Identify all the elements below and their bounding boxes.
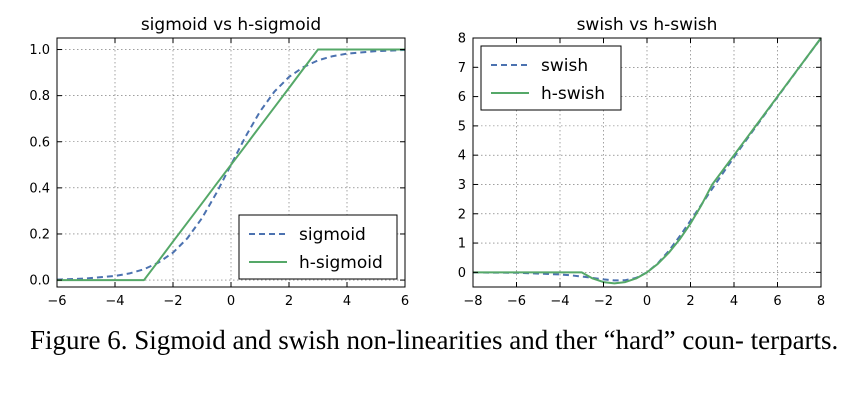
x-tick-label: 6: [773, 294, 781, 309]
x-tick-label: −6: [507, 294, 526, 309]
y-tick-label: 0.4: [29, 181, 50, 196]
y-tick-label: 5: [458, 119, 466, 134]
y-tick-label: 3: [458, 178, 466, 193]
figure: sigmoid vs h-sigmoid −6 −4 −2 0 2 4 6 0.0 0.2 0.4 0…: [29, 15, 825, 309]
x-tick-label: 4: [730, 294, 738, 309]
y-tick-label: 7: [458, 61, 466, 76]
x-tick-label: −8: [463, 294, 482, 309]
legend-label-swish: swish: [541, 56, 588, 76]
x-tick-label: 2: [285, 294, 293, 309]
y-tick-label: 0.8: [29, 89, 50, 104]
legend-label-h-swish: h-swish: [541, 84, 605, 104]
x-tick-label: −6: [47, 294, 66, 309]
y-tick-label: 4: [458, 149, 466, 164]
x-tick-label: −2: [163, 294, 182, 309]
series-line-h-swish: [473, 37, 822, 285]
y-tick-label: 0.6: [29, 135, 50, 150]
chart-title: sigmoid vs h-sigmoid: [141, 15, 321, 35]
y-tick-label: 6: [458, 90, 466, 105]
x-tick-label: −2: [594, 294, 613, 309]
legend-box: [480, 45, 622, 111]
x-tick-label: 0: [643, 294, 651, 309]
y-tick-label: 2: [458, 207, 466, 222]
x-tick-label: −4: [550, 294, 569, 309]
x-tick-label: 4: [343, 294, 351, 309]
y-tick-label: 0.2: [29, 227, 50, 242]
y-tick-label: 1.0: [29, 43, 50, 58]
legend-label-sigmoid: sigmoid: [299, 225, 366, 245]
x-tick-label: 6: [401, 294, 409, 309]
y-tick-label: 0.0: [29, 274, 50, 289]
chart-title: swish vs h-swish: [577, 15, 718, 35]
figure-caption: Figure 6. Sigmoid and swish non-linearit…: [30, 325, 839, 355]
x-tick-label: 2: [686, 294, 694, 309]
x-tick-label: −4: [105, 294, 124, 309]
chart-swish-vs-h-swish: swish vs h-swish −8 −6 −4 −2 0 2 4 6 8 0 1 2 3 4 5 6 7 8 sw…: [458, 15, 825, 309]
x-tick-label: 8: [817, 294, 825, 309]
x-tick-label: 0: [227, 294, 235, 309]
chart-sigmoid-vs-h-sigmoid: sigmoid vs h-sigmoid −6 −4 −2 0 2 4 6 0.0 0.2 0.4 0…: [29, 15, 409, 309]
y-tick-label: 8: [458, 32, 466, 47]
legend: sigmoid h-sigmoid: [238, 214, 398, 280]
legend-box: [238, 214, 398, 280]
series-line-h-sigmoid: [57, 48, 405, 282]
y-tick-label: 0: [458, 266, 466, 281]
legend: swish h-swish: [480, 45, 622, 111]
legend-label-h-sigmoid: h-sigmoid: [299, 253, 383, 273]
y-tick-label: 1: [458, 237, 466, 252]
